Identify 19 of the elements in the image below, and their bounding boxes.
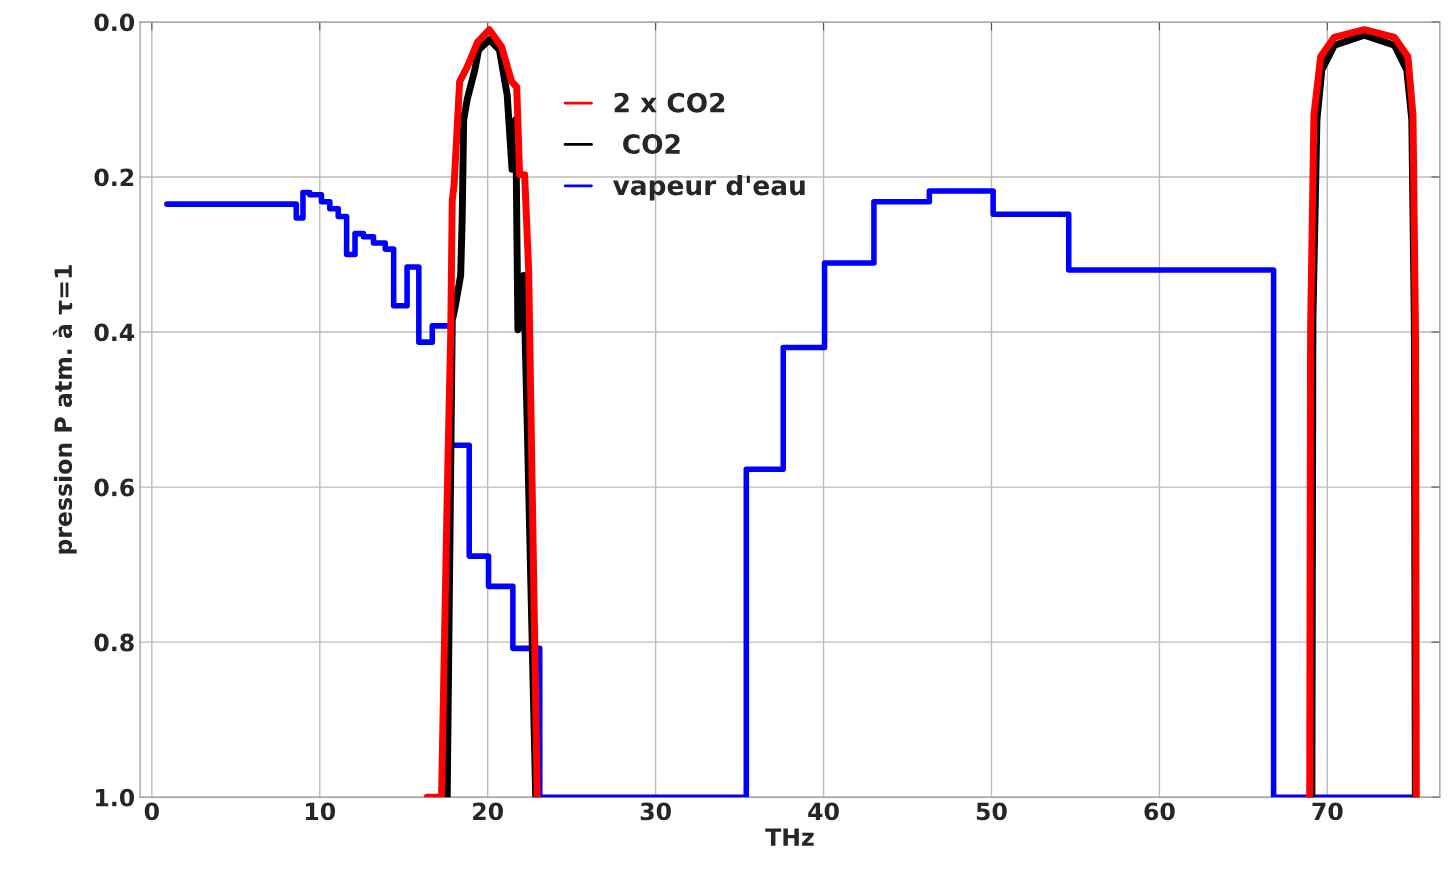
y-tick-label: 1.0 [96, 788, 135, 807]
y-axis-title: pression P atm. à τ=1 [52, 265, 77, 554]
y-tick-label: 0.4 [94, 323, 135, 342]
legend-label: 2 x CO2 [614, 92, 725, 113]
legend-label: CO2 [623, 134, 680, 155]
y-tick-label: 0.8 [94, 633, 134, 652]
x-tick-label: 70 [1312, 802, 1343, 821]
x-tick-label: 40 [808, 802, 839, 821]
y-tick-label: 0.6 [94, 478, 134, 497]
y-tick-label: 0.0 [94, 13, 135, 32]
x-axis-title: THz [765, 828, 814, 846]
legend-label: vapeur d'eau [613, 174, 805, 201]
x-tick-label: 0 [144, 802, 159, 821]
x-tick-label: 60 [1144, 802, 1175, 821]
x-tick-label: 50 [976, 802, 1007, 821]
x-tick-label: 20 [473, 802, 503, 821]
x-tick-label: 30 [640, 802, 671, 821]
x-tick-label: 10 [305, 802, 336, 821]
y-tick-label: 0.2 [94, 168, 134, 187]
